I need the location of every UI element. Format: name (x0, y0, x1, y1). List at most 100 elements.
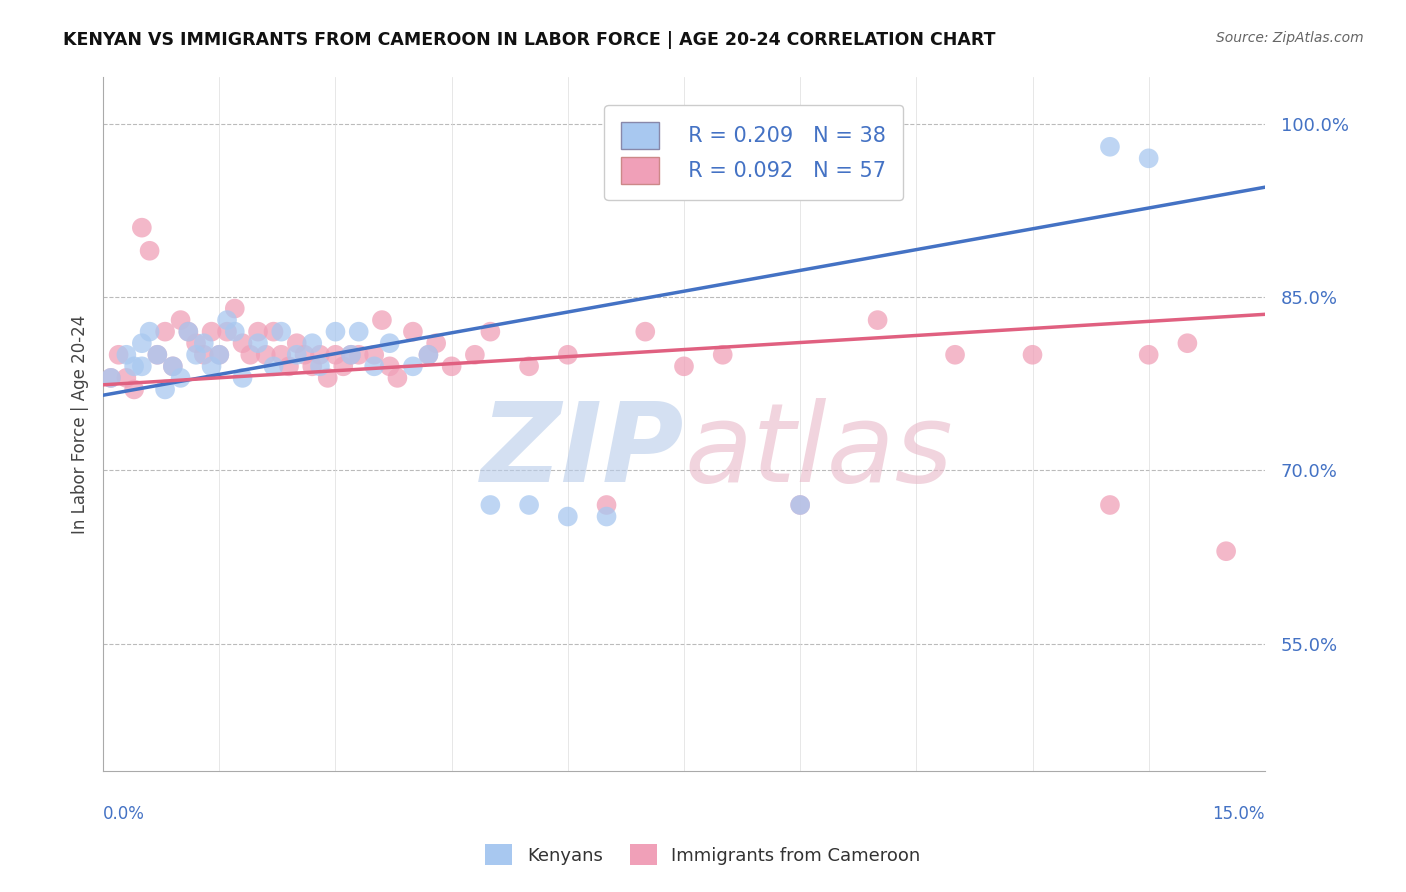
Point (263, 359, 285, 374)
Point (387, 371, 409, 385)
Point (122, 383, 145, 397)
Point (557, 348, 579, 362)
Point (270, 325, 292, 339)
Point (316, 371, 339, 385)
Point (634, 325, 657, 339)
Point (146, 348, 169, 362)
Text: ZIP: ZIP (481, 399, 683, 506)
Point (378, 336, 401, 351)
Point (1098, 140, 1121, 154)
Point (340, 348, 363, 362)
Point (1137, 151, 1160, 165)
Point (371, 313, 394, 327)
Point (479, 325, 502, 339)
Point (184, 348, 207, 362)
Point (517, 359, 540, 374)
Point (232, 371, 254, 385)
Point (595, 498, 617, 512)
Point (1177, 336, 1199, 351)
Point (254, 348, 277, 362)
Point (309, 359, 332, 374)
Point (309, 348, 332, 362)
Text: Source: ZipAtlas.com: Source: ZipAtlas.com (1216, 31, 1364, 45)
Point (107, 348, 129, 362)
Point (294, 348, 316, 362)
Point (100, 371, 122, 385)
Point (177, 325, 200, 339)
Point (193, 336, 215, 351)
Point (789, 498, 811, 512)
Point (347, 348, 370, 362)
Y-axis label: In Labor Force | Age 20-24: In Labor Force | Age 20-24 (72, 315, 89, 533)
Point (1137, 348, 1160, 362)
Point (169, 371, 191, 385)
Point (464, 348, 486, 362)
Point (285, 336, 308, 351)
Point (340, 348, 363, 362)
Point (418, 348, 440, 362)
Point (325, 348, 347, 362)
Point (239, 348, 262, 362)
Point (177, 325, 200, 339)
Point (278, 359, 301, 374)
Point (131, 336, 153, 351)
Point (672, 359, 695, 374)
Point (285, 348, 308, 362)
Point (131, 359, 153, 374)
Point (224, 325, 246, 339)
Point (115, 348, 138, 362)
Point (270, 348, 292, 362)
Point (146, 348, 169, 362)
Point (100, 371, 122, 385)
Point (363, 359, 385, 374)
Point (208, 348, 231, 362)
Point (711, 348, 734, 362)
Text: atlas: atlas (683, 399, 953, 506)
Point (215, 325, 238, 339)
Point (131, 220, 153, 235)
Point (517, 498, 540, 512)
Point (347, 325, 370, 339)
Point (479, 498, 502, 512)
Text: 0.0%: 0.0% (103, 805, 145, 823)
Point (153, 383, 176, 397)
Point (595, 509, 617, 524)
Point (138, 325, 160, 339)
Point (301, 359, 323, 374)
Point (162, 359, 184, 374)
Point (208, 348, 231, 362)
Point (138, 244, 160, 258)
Point (402, 325, 425, 339)
Point (1021, 348, 1043, 362)
Point (153, 325, 176, 339)
Point (193, 348, 215, 362)
Point (301, 336, 323, 351)
Point (115, 371, 138, 385)
Point (866, 313, 889, 327)
Point (232, 336, 254, 351)
Text: 15.0%: 15.0% (1212, 805, 1265, 823)
Point (418, 348, 440, 362)
Point (200, 325, 222, 339)
Point (402, 359, 425, 374)
Point (215, 313, 238, 327)
Point (162, 359, 184, 374)
Point (440, 359, 463, 374)
Point (425, 336, 447, 351)
Point (1098, 498, 1121, 512)
Point (378, 359, 401, 374)
Point (943, 348, 966, 362)
Point (332, 359, 354, 374)
Point (247, 336, 270, 351)
Legend: Kenyans, Immigrants from Cameroon: Kenyans, Immigrants from Cameroon (477, 835, 929, 874)
Point (1215, 544, 1237, 558)
Point (224, 301, 246, 316)
Point (247, 325, 270, 339)
Point (184, 336, 207, 351)
Point (789, 498, 811, 512)
Point (325, 325, 347, 339)
Point (169, 313, 191, 327)
Point (200, 359, 222, 374)
Point (557, 509, 579, 524)
Point (263, 325, 285, 339)
